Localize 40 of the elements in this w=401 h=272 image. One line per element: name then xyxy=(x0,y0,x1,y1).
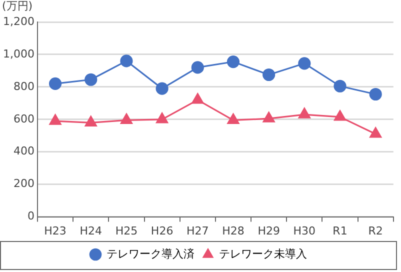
x-tick-label: H30 xyxy=(293,224,316,238)
y-tick-label: 400 xyxy=(13,144,34,158)
point xyxy=(298,57,311,70)
point xyxy=(227,113,240,124)
point xyxy=(298,108,310,118)
point xyxy=(156,112,168,124)
x-tick-label: H27 xyxy=(186,224,209,238)
point xyxy=(334,110,346,121)
point xyxy=(370,127,382,138)
point xyxy=(120,113,132,124)
point xyxy=(120,54,133,68)
point xyxy=(334,80,346,92)
x-tick-label: H28 xyxy=(222,224,244,238)
x-tick-label: R1 xyxy=(332,224,348,238)
point xyxy=(156,82,168,95)
point xyxy=(191,61,204,74)
point xyxy=(84,116,97,126)
y-axis-title: (万円) xyxy=(2,0,33,12)
point xyxy=(262,112,275,122)
y-tick-label: 600 xyxy=(13,112,34,126)
y-tick-label: 800 xyxy=(13,80,34,93)
x-tick-label: H26 xyxy=(150,224,174,238)
point xyxy=(48,77,62,90)
point xyxy=(192,93,204,104)
y-tick-label: 1,200 xyxy=(2,14,34,28)
point xyxy=(369,88,382,101)
x-tick-label: H29 xyxy=(258,224,280,238)
x-tick-label: R2 xyxy=(368,224,383,238)
legend-label: テレワーク導入済 xyxy=(106,247,194,260)
y-tick-label: 1,000 xyxy=(2,47,34,60)
x-tick-label: H24 xyxy=(80,224,102,238)
y-tick-label: 200 xyxy=(13,177,34,190)
point xyxy=(262,68,276,82)
x-tick-label: H25 xyxy=(115,224,138,238)
point xyxy=(84,73,98,86)
legend-label: テレワーク未導入 xyxy=(219,247,307,260)
point xyxy=(226,55,240,68)
y-tick-label: 0 xyxy=(27,210,34,223)
point xyxy=(49,114,62,125)
x-tick-label: H23 xyxy=(44,224,66,238)
